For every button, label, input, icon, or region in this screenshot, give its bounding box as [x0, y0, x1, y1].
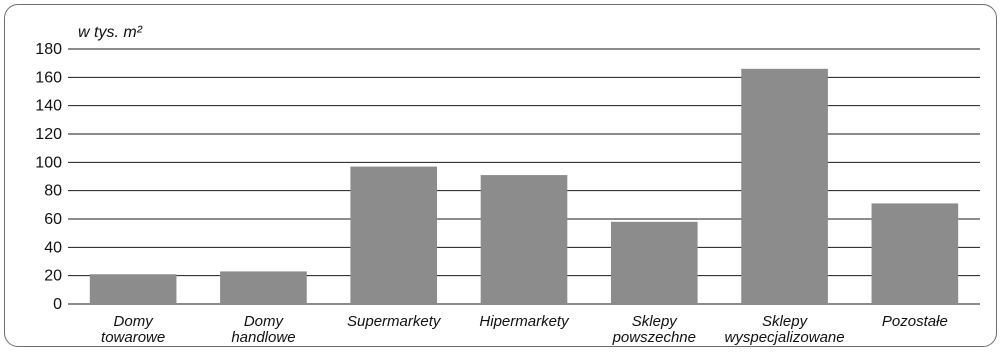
y-tick-label: 180 [35, 41, 62, 58]
y-tick-label: 20 [44, 268, 62, 285]
bar [350, 166, 438, 304]
bar [610, 221, 698, 304]
y-tick-label: 160 [35, 69, 62, 86]
y-tick-label: 140 [35, 98, 62, 115]
y-tick-label: 0 [53, 296, 62, 313]
category-label: Pozostałe [882, 313, 948, 330]
y-tick-label: 100 [35, 154, 62, 171]
category-label: Sklepy wyspecjalizowane [725, 313, 845, 346]
category-label: Supermarkety [347, 313, 442, 330]
gridlines [68, 48, 980, 305]
bar [89, 274, 177, 304]
y-tick-label: 80 [44, 183, 62, 200]
category-labels: Domy towarowe Domy handlowe Supermarkety Hipe… [101, 313, 948, 346]
category-label: Hipermarkety [479, 313, 570, 330]
category-label: Domy handlowe [231, 313, 295, 346]
y-axis-unit-label: w tys. m² [78, 24, 143, 41]
category-label: Sklepy powszechne [612, 313, 696, 346]
y-tick-label: 40 [44, 239, 62, 256]
bar [220, 271, 307, 304]
bar [480, 175, 568, 304]
bars [89, 68, 959, 304]
y-tick-label: 120 [35, 126, 62, 143]
bar [871, 203, 959, 304]
y-tick-labels: 0 20 40 60 80 100 120 140 160 180 [35, 41, 62, 313]
y-tick-label: 60 [44, 211, 62, 228]
bar [741, 68, 828, 304]
category-label: Domy towarowe [101, 313, 165, 346]
